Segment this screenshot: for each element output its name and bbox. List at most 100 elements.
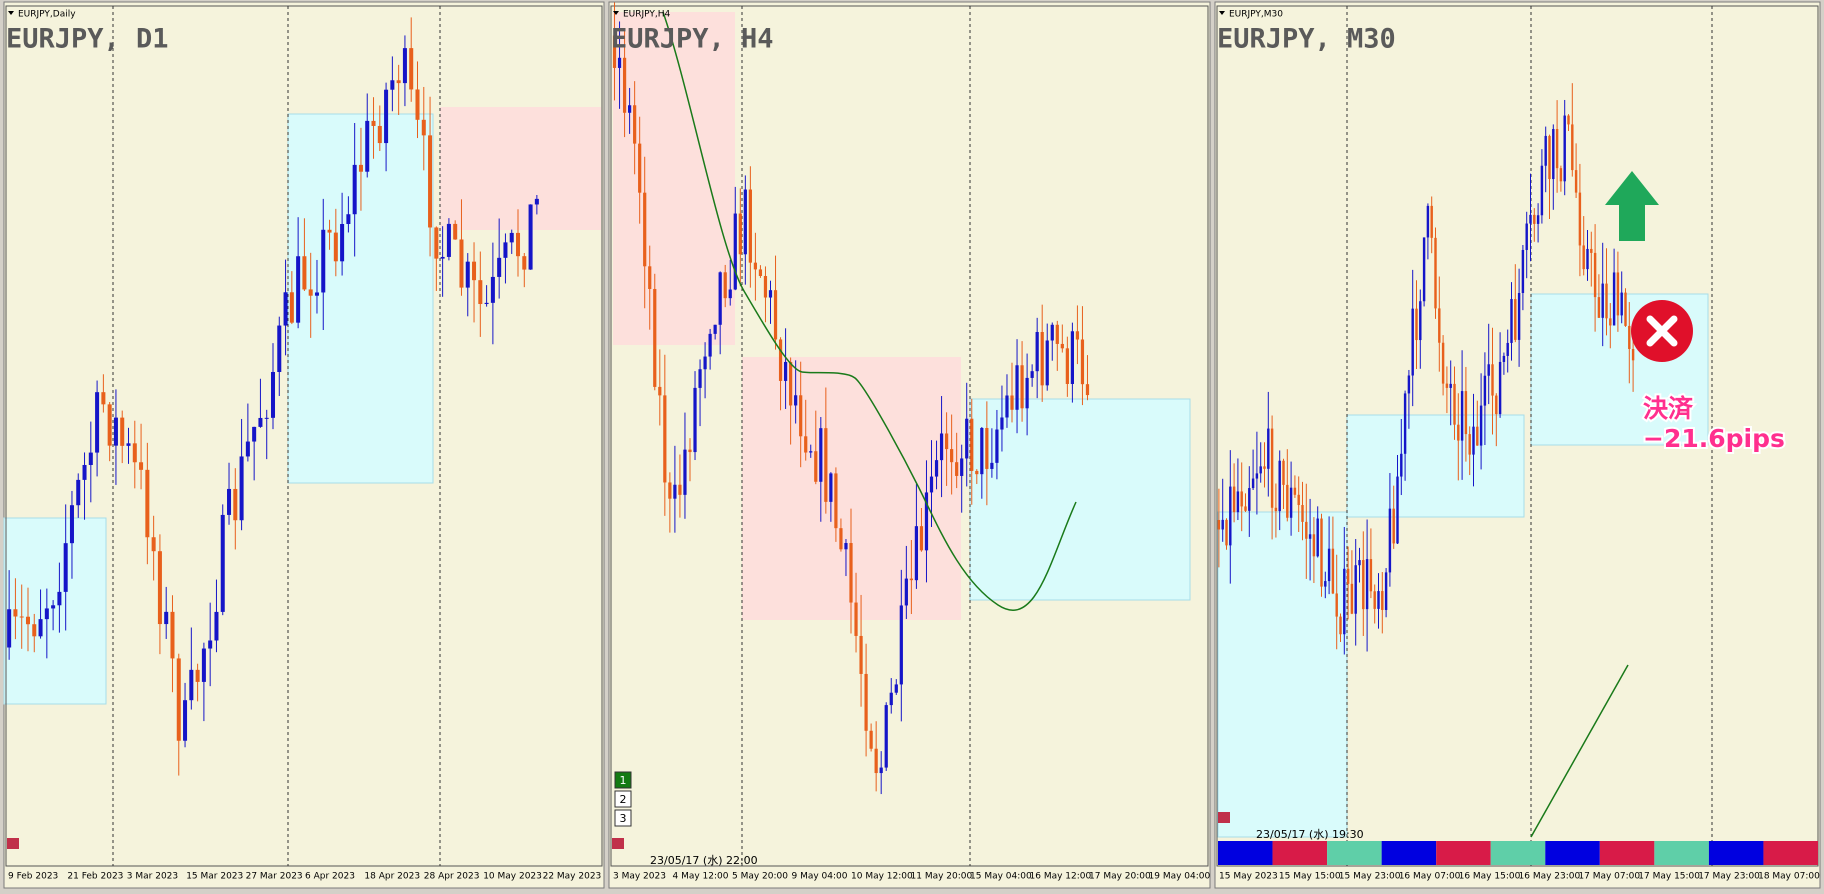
candle-body [1388,508,1392,573]
candle-body [346,214,351,225]
candle-body [965,418,969,459]
candle-body [1263,466,1266,469]
candle-body [107,404,112,446]
candle-body [1559,168,1563,182]
candle-body [484,302,489,305]
candle-body [904,578,908,606]
time-label: 15 Mar 2023 [186,872,243,882]
candle-body [227,488,232,515]
candle-body [1472,426,1475,455]
candle-body [1384,572,1388,610]
time-label: 3 Mar 2023 [127,872,178,882]
candle-body [1605,283,1608,319]
time-label: 9 Feb 2023 [8,872,58,882]
candle-body [849,543,853,603]
candle-body [1411,308,1414,376]
layer-button-label: 3 [620,812,627,825]
candle-body [1498,361,1502,415]
layer-button-label: 2 [620,793,627,806]
timestamp: 23/05/17 (水) 22:00 [650,854,758,867]
candle-body [528,204,533,270]
time-label: 11 May 20:00 [911,872,973,882]
zone [3,517,107,705]
candle-body [1415,308,1418,341]
candle-body [658,386,662,396]
candle-body [763,275,768,298]
time-label: 16 May 23:00 [1519,872,1581,882]
candle-body [728,289,732,299]
candle-body [1358,560,1361,566]
candle-body [1025,377,1029,409]
candle-body [1449,383,1452,388]
signal-segment [1327,841,1382,865]
candle-body [1267,428,1270,469]
candle-body [352,164,357,215]
candle-body [622,57,627,113]
plot-frame [5,5,603,867]
candle-body [859,635,863,674]
candle-body [839,528,843,550]
candle-body [1514,299,1517,340]
candle-body [1362,560,1365,610]
candle-body [1030,371,1034,378]
candle-body [1070,331,1074,384]
candle-body [1293,487,1297,495]
candle-body [773,290,778,340]
time-label: 3 May 2023 [613,872,666,882]
candle-body [1525,223,1528,250]
window-arrow [8,11,14,15]
candle-body [333,232,338,262]
time-label: 15 May 15:00 [1279,872,1341,882]
candle-body [1312,534,1316,557]
symbol-title: EURJPY, M30 [1217,24,1396,55]
candle-body [889,692,893,706]
candle-body [421,119,426,136]
candle-body [1316,518,1319,557]
candle-body [990,462,994,469]
candle-body [844,543,848,550]
candle-body [1373,591,1376,609]
candle-body [245,441,250,457]
candle-body [1495,395,1498,415]
candle-body [617,57,622,68]
candle-body [1544,135,1547,166]
candle-body [1582,245,1585,270]
candle-body [633,105,637,144]
candle-body [864,673,868,731]
annotation: −21.6pips [1643,424,1785,453]
candle-body [1339,616,1342,635]
candle-body [1232,486,1236,513]
time-label: 17 May 15:00 [1638,872,1700,882]
time-label: 17 May 23:00 [1698,872,1760,882]
candle-body [1563,115,1566,182]
candle-body [497,257,502,277]
candle-body [1540,165,1544,216]
candle-body [283,292,288,326]
candle-body [1289,487,1293,518]
candle-body [960,458,964,476]
candle-body [478,280,483,305]
candle-body [201,648,206,682]
candle-body [970,418,974,471]
symbol-title: EURJPY, D1 [6,24,169,55]
candle-body [384,89,389,144]
candle-body [995,429,999,463]
candle-body [783,361,788,381]
close-button [612,838,624,849]
candle-body [688,449,692,453]
time-label: 9 May 04:00 [792,872,848,882]
zone [1346,414,1525,518]
time-label: 21 Feb 2023 [67,872,123,882]
candle-body [874,748,878,774]
boxes [3,12,1709,838]
candle-body [340,224,345,262]
candle-body [1502,355,1506,362]
candle-body [1479,405,1483,446]
candle-body [1434,237,1437,309]
candle-body [919,526,924,551]
signal-segment [1490,841,1546,865]
candle-body [1045,340,1049,386]
candle-body [673,484,677,499]
layer-button [614,771,632,789]
candle-body [899,605,903,685]
